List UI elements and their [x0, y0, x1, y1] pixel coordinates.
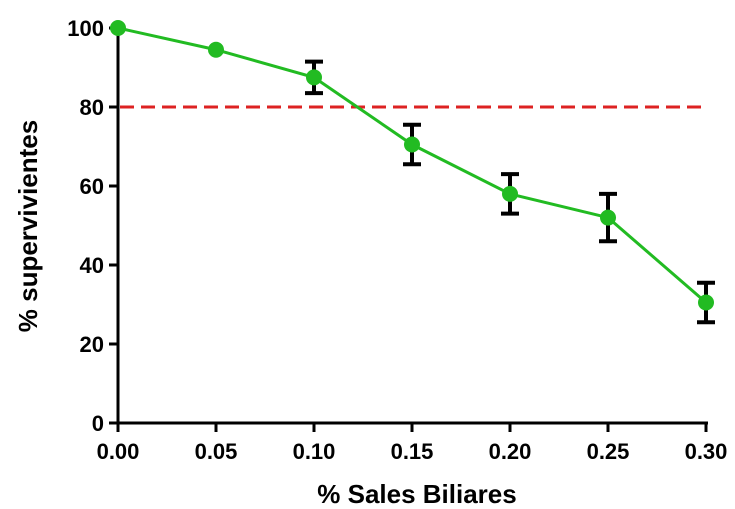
data-point — [404, 136, 420, 153]
data-point — [502, 185, 518, 202]
y-tick-label: 40 — [80, 253, 104, 278]
data-point — [698, 294, 714, 311]
x-tick-label: 0.20 — [489, 439, 532, 464]
data-point — [110, 20, 126, 36]
data-point — [208, 41, 224, 58]
plot-area: 0 20 40 60 80 100 0.00 0.05 0.10 0.15 0.20 0.25 0.30 — [67, 16, 727, 464]
y-axis-title: % supervivientes — [13, 120, 43, 332]
x-tick-label: 0.25 — [587, 439, 630, 464]
data-point — [306, 69, 322, 86]
y-tick-label: 60 — [80, 174, 104, 199]
y-tick-label: 80 — [80, 95, 104, 120]
x-tick-label: 0.30 — [685, 439, 728, 464]
y-tick-label: 20 — [80, 332, 104, 357]
x-tick-label: 0.15 — [391, 439, 434, 464]
y-tick-label: 100 — [67, 16, 104, 41]
x-tick-label: 0.10 — [293, 439, 336, 464]
x-tick-label: 0.05 — [195, 439, 238, 464]
y-tick-label: 0 — [92, 411, 104, 436]
x-tick-label: 0.00 — [97, 439, 140, 464]
data-point — [600, 209, 616, 226]
x-axis-title: % Sales Biliares — [317, 479, 516, 509]
